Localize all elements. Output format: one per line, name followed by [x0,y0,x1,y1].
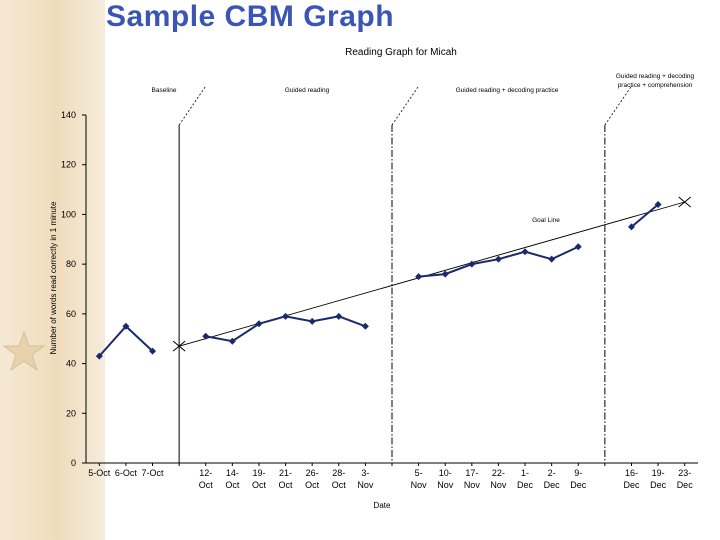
data-point [282,312,290,320]
series-line [98,324,154,357]
x-tick-label: 22- [492,468,505,478]
y-tick-label: 60 [66,309,76,319]
phase-label: practice + comprehension [618,82,693,89]
data-point [468,260,476,268]
data-point [494,255,502,263]
data-point [521,248,529,256]
x-tick-label: 16- [625,468,638,478]
x-tick-label: Nov [411,480,428,490]
x-tick-label: Dec [544,480,561,490]
data-point [95,352,103,360]
x-tick-label: Oct [252,480,267,490]
x-tick-label: 28- [332,468,345,478]
slide-background-accent [0,0,105,540]
x-tick-label: 14- [226,468,239,478]
phase-label-leader [391,86,419,126]
data-point [149,347,157,355]
x-tick-label: Dec [650,480,667,490]
x-tick-label: 19- [252,468,265,478]
y-axis-label: Number of words read correctly in 1 minu… [49,201,58,355]
x-tick-label: Nov [437,480,454,490]
slide-title: Sample CBM Graph [106,0,395,33]
x-tick-label: 17- [465,468,478,478]
x-tick-label: Nov [357,480,374,490]
x-axis-label: Date [374,501,391,510]
data-point [654,200,662,208]
x-tick-label: 6-Oct [115,468,138,478]
data-point [202,332,210,340]
x-tick-label: 19- [652,468,665,478]
data-point [415,273,423,281]
y-tick-label: 0 [71,458,76,468]
data-point [574,243,582,251]
data-point [361,322,369,330]
series-line [630,203,659,228]
x-tick-label: Dec [623,480,640,490]
goal-marker [172,340,186,352]
x-tick-label: Oct [225,480,240,490]
x-tick-label: 5- [415,468,423,478]
y-tick-label: 40 [66,359,76,369]
data-series [95,200,662,360]
x-ticks: 5-Oct 6-Oct 7-Oct 12-Oct14-Oct19-Oct21-Oct2… [88,463,693,490]
x-tick-label: 23- [678,468,691,478]
phase-label: Guided reading + decoding [616,73,695,80]
data-point [308,317,316,325]
data-point [627,223,635,231]
y-ticks: 0 20 40 60 80 100 120 140 [61,110,86,468]
data-point [255,320,263,328]
y-tick-label: 120 [61,160,76,170]
y-tick-label: 20 [66,408,76,418]
chart-title: Reading Graph for Micah [345,47,457,58]
goal-marker [678,196,692,208]
x-tick-label: Nov [464,480,481,490]
phase-labels: Baseline Guided reading Guided reading + d… [152,73,695,94]
goal-line-label: Goal Line [532,217,560,224]
phase-label: Guided reading [285,87,330,94]
y-tick-label: 140 [61,110,76,120]
phase-label-leader [178,86,206,126]
data-point [228,337,236,345]
x-tick-label: 10- [439,468,452,478]
x-tick-label: Dec [677,480,694,490]
phase-label-leader [604,86,632,126]
x-tick-label: 21- [279,468,292,478]
x-tick-label: 9- [574,468,582,478]
x-tick-label: 26- [306,468,319,478]
y-tick-label: 100 [61,209,76,219]
goal-line [179,201,685,347]
x-tick-label: 3- [361,468,369,478]
y-tick-label: 80 [66,259,76,269]
phase-label: Guided reading + decoding practice [456,87,559,94]
x-tick-label: Nov [490,480,507,490]
x-tick-label: 5-Oct [88,468,111,478]
title-band [105,0,720,42]
data-point [335,312,343,320]
star-icon [2,330,46,372]
x-tick-label: Dec [517,480,534,490]
data-point [122,322,130,330]
data-point [548,255,556,263]
data-point [441,270,449,278]
phase-change-lines [178,86,632,463]
x-tick-label: Oct [305,480,320,490]
x-tick-label: 7-Oct [142,468,165,478]
x-tick-label: Dec [570,480,587,490]
x-tick-label: Oct [199,480,214,490]
x-tick-label: Oct [332,480,347,490]
x-tick-label: 12- [199,468,212,478]
phase-label: Baseline [152,87,177,94]
x-tick-label: Oct [279,480,294,490]
x-tick-label: 1- [521,468,529,478]
series-line [205,315,366,343]
x-tick-label: 2- [548,468,556,478]
